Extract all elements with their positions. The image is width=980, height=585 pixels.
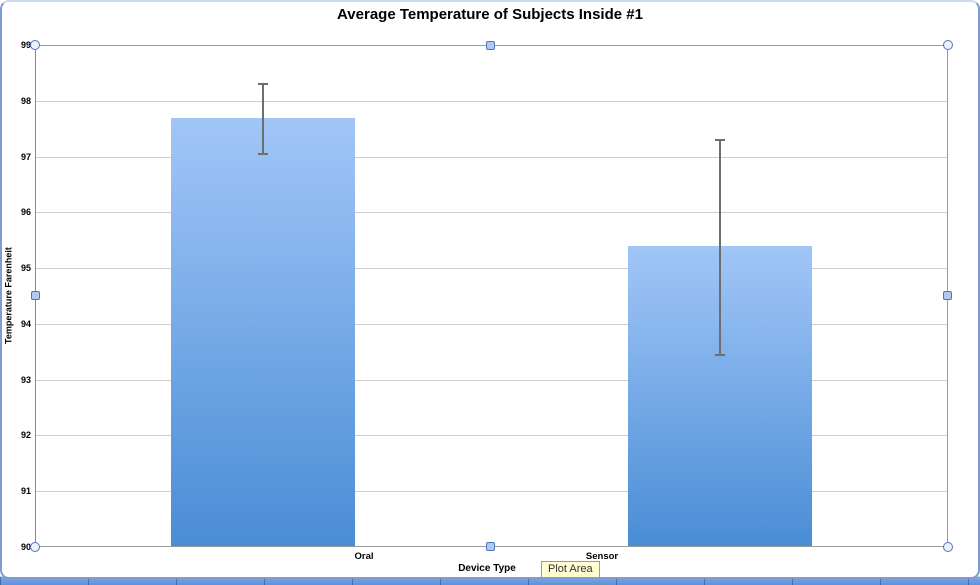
y-axis-title[interactable]: Temperature Farenheit	[3, 247, 14, 345]
gridline-95	[36, 268, 947, 270]
error-bar-cap-high-oral	[258, 83, 269, 85]
selection-handle-right-middle[interactable]	[943, 291, 952, 300]
gridline-94	[36, 323, 947, 325]
error-bar-cap-low-sensor	[714, 353, 725, 356]
selection-handle-left-middle[interactable]	[31, 291, 40, 300]
category-label-sensor[interactable]: Sensor	[585, 551, 619, 562]
y-tick-label-93: 93	[20, 374, 31, 385]
gridline-92	[36, 435, 947, 437]
gridline-93	[36, 379, 947, 381]
bar-oral[interactable]	[171, 117, 356, 546]
error-bar-cap-low-oral	[258, 152, 269, 155]
plot-area[interactable]	[35, 45, 948, 547]
y-tick-label-98: 98	[20, 95, 31, 106]
y-tick-label-95: 95	[20, 263, 31, 274]
selection-handle-bottom-left[interactable]	[30, 542, 40, 552]
error-bar-cap-high-sensor	[714, 138, 725, 141]
plot-area-tooltip: Plot Area	[541, 561, 600, 578]
y-tick-label-92: 92	[20, 430, 31, 441]
gridline-97	[36, 156, 947, 158]
selection-handle-top-left[interactable]	[30, 40, 40, 50]
y-tick-label-90: 90	[20, 542, 31, 552]
selection-handle-bottom-right[interactable]	[943, 542, 953, 552]
y-tick-label-99: 99	[20, 40, 31, 50]
y-tick-label-91: 91	[20, 486, 31, 497]
selection-handle-top-middle[interactable]	[486, 41, 495, 50]
x-axis-title[interactable]: Device Type	[458, 563, 516, 574]
category-label-oral[interactable]: Oral	[354, 551, 374, 562]
y-tick-label-97: 97	[20, 151, 31, 162]
y-tick-label-94: 94	[20, 318, 31, 329]
gridline-91	[36, 491, 947, 493]
chart-title[interactable]: Average Temperature of Subjects Inside #…	[337, 6, 643, 23]
selection-handle-top-right[interactable]	[943, 40, 953, 50]
error-bar-sensor	[718, 139, 721, 355]
selection-handle-bottom-middle[interactable]	[486, 542, 495, 551]
gridline-96	[36, 212, 947, 214]
y-tick-label-96: 96	[20, 207, 31, 218]
gridline-98	[36, 100, 947, 102]
error-bar-oral	[262, 84, 265, 154]
